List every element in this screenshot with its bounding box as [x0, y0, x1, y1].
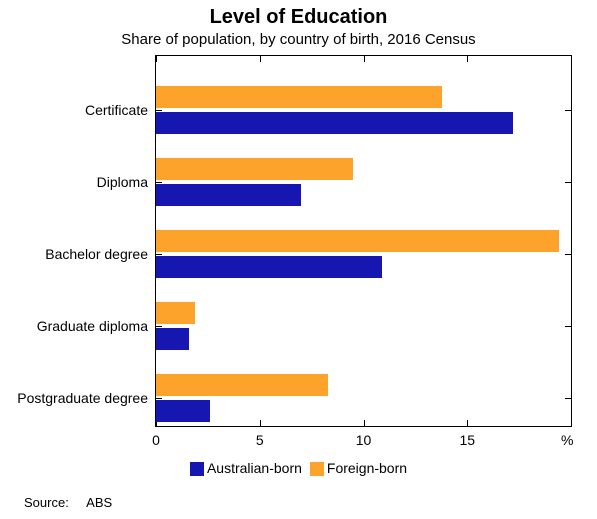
y-tick-left	[156, 110, 162, 111]
bar-australian-born	[156, 400, 210, 422]
legend: Australian-born Foreign-born	[0, 460, 597, 476]
category-label: Certificate	[85, 102, 148, 118]
source-label: Source:	[24, 495, 69, 510]
x-tick	[260, 420, 261, 426]
category-label: Postgraduate degree	[17, 390, 148, 406]
source-value: ABS	[86, 495, 112, 510]
y-tick-right	[565, 398, 571, 399]
bar-australian-born	[156, 256, 382, 278]
x-tick-label: 15	[459, 432, 475, 448]
y-tick-left	[156, 398, 162, 399]
x-tick	[467, 420, 468, 426]
bar-foreign-born	[156, 158, 353, 180]
y-tick-right	[565, 326, 571, 327]
x-tick-label: 10	[356, 432, 372, 448]
bar-australian-born	[156, 184, 301, 206]
x-tick	[364, 420, 365, 426]
x-tick-label: 0	[152, 432, 160, 448]
x-tick-top	[364, 56, 365, 62]
y-tick-right	[565, 254, 571, 255]
bar-australian-born	[156, 328, 189, 350]
bar-foreign-born	[156, 302, 195, 324]
plot-area: 051015%CertificateDiplomaBachelor degree…	[155, 55, 572, 427]
category-label: Diploma	[97, 174, 148, 190]
source-line: Source: ABS	[24, 495, 112, 510]
y-tick-left	[156, 254, 162, 255]
chart-subtitle: Share of population, by country of birth…	[0, 31, 597, 48]
x-unit-label: %	[561, 432, 573, 448]
x-tick-label: 5	[256, 432, 264, 448]
bar-foreign-born	[156, 86, 442, 108]
legend-swatch	[310, 462, 324, 476]
legend-label: Foreign-born	[327, 460, 407, 476]
category-label: Bachelor degree	[45, 246, 148, 262]
y-tick-left	[156, 182, 162, 183]
legend-item: Foreign-born	[310, 460, 407, 476]
x-tick-top	[467, 56, 468, 62]
legend-label: Australian-born	[207, 460, 302, 476]
x-tick-top	[260, 56, 261, 62]
x-tick-top	[156, 56, 157, 62]
y-tick-right	[565, 182, 571, 183]
category-label: Graduate diploma	[37, 318, 148, 334]
bar-foreign-born	[156, 230, 559, 252]
legend-swatch	[190, 462, 204, 476]
bar-australian-born	[156, 112, 513, 134]
chart-container: Level of Education Share of population, …	[0, 0, 597, 519]
y-tick-left	[156, 326, 162, 327]
y-tick-right	[565, 110, 571, 111]
legend-item: Australian-born	[190, 460, 302, 476]
bar-foreign-born	[156, 374, 328, 396]
chart-title: Level of Education	[0, 0, 597, 29]
